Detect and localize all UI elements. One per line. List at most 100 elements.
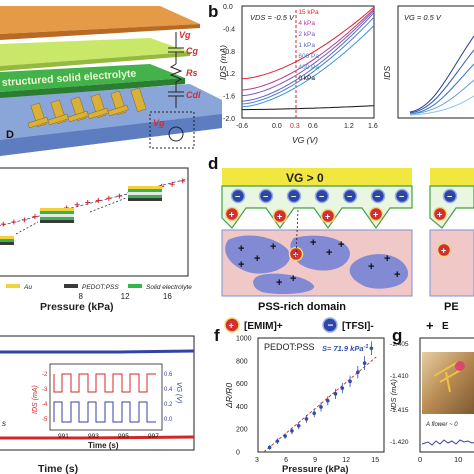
panel-e-inset-ylabel-left: IDS (mA) — [32, 385, 39, 414]
emim-ion-sign: + — [437, 210, 442, 220]
panel-b-xtick: 1.6 — [368, 123, 378, 130]
electrode-array — [27, 87, 147, 129]
pss-domain-1 — [225, 235, 290, 274]
panel-e-inset-ids-wave — [53, 373, 156, 393]
panel-f-title: PEDOT:PSS — [264, 342, 315, 352]
emim-ion-icon — [432, 206, 448, 222]
panel-b2-curve-5 — [409, 95, 474, 116]
vg-label: Vg — [179, 30, 191, 40]
tfsi-ion-icon — [286, 188, 302, 204]
panel-f-point — [333, 392, 338, 396]
panel-f-xtick: 15 — [371, 457, 379, 464]
legend-au-label: Au — [23, 284, 32, 291]
hole-charge: + — [338, 239, 344, 251]
panel-b-xtick: 1.2 — [344, 123, 354, 130]
panel-b-frame — [241, 5, 375, 119]
panel-b-vds-note: VDS = -0.5 V — [250, 13, 295, 22]
panel-d-legend: + [EMIM]+ − [TFSI]- + E — [224, 317, 449, 333]
panel-f-xtick: 6 — [284, 457, 288, 464]
panel-f-xtick: 9 — [313, 457, 317, 464]
panel-f-ytick: 600 — [236, 381, 248, 388]
tfsi-ion-sign: − — [263, 192, 268, 202]
panel-g-ytick-0: -1.405 — [390, 341, 409, 348]
panel-e-inset-ytick-right: 0.0 — [164, 417, 173, 423]
panel-f-ytick: 400 — [236, 404, 248, 411]
tfsi-ion-icon — [342, 188, 358, 204]
hole-charge: + — [238, 259, 244, 271]
emim-ion-icon — [224, 206, 240, 222]
tfsi-ion-icon — [394, 188, 410, 204]
panel-f-point — [296, 423, 301, 428]
cdl-label: Cdl — [186, 90, 201, 100]
panel-g-chart: IDS (mA) -1.405 -1.410 -1.415 -1.420 A f… — [389, 337, 474, 464]
legend-au-swatch — [6, 284, 20, 288]
panel-e-inset-xlabel: Time (s) — [88, 441, 119, 450]
panel-b2-curve-2 — [409, 49, 474, 114]
panel-e-inset-ylabel-right: VG (V) — [175, 382, 182, 403]
panel-b-xtick: 0.6 — [308, 123, 318, 130]
panel-b-series-label: 400 Pa — [298, 64, 319, 71]
panel-b-series-line — [241, 10, 375, 97]
panel-f-ytick: 0 — [236, 450, 240, 457]
panel-label-g: g — [392, 326, 403, 345]
tfsi-ion-sign: − — [291, 192, 296, 202]
panel-f-point — [362, 361, 367, 365]
tfsi-ion-icon — [230, 188, 246, 204]
svg-text:+: + — [229, 321, 234, 331]
hole-charge: + — [394, 269, 400, 281]
pss-rich-label: PSS-rich domain — [258, 301, 346, 313]
emim-ion-sign: + — [373, 210, 378, 220]
panel-b-series-line — [241, 25, 375, 108]
hole-charge: + — [290, 273, 296, 285]
panel-b-ylabel: IDS (mA) — [218, 45, 228, 80]
tfsi-ion-sign: − — [447, 192, 452, 202]
panel-c-xtick: 16 — [163, 292, 172, 301]
pss-domain-3 — [349, 254, 409, 289]
tfsi-icon — [322, 317, 338, 333]
tfsi-ion-sign: − — [375, 192, 380, 202]
panel-a-schematic: Vg Cg Rs Cdl Vg structured solid electro… — [0, 6, 222, 156]
panel-b2-curve-4 — [409, 79, 474, 115]
legend-pedot-label: PEDOT:PSS — [82, 284, 119, 291]
panel-c-xtick: 12 — [121, 292, 130, 301]
panel-e-inset-ytick-left: -3 — [42, 387, 48, 393]
panel-b-ytick: -1.2 — [223, 71, 235, 78]
panel-e-left-fragment: s — [2, 419, 6, 428]
panel-g-xtick-1: 10 — [454, 455, 462, 464]
emim-ion-icon — [436, 242, 452, 258]
hole-charge: + — [326, 247, 332, 259]
pedot-channel-right — [429, 229, 474, 297]
panel-label-f: f — [214, 326, 220, 345]
tfsi-ion-icon — [258, 188, 274, 204]
panel-label-b: b — [208, 2, 219, 21]
gate-electrode-layer — [0, 6, 200, 34]
panel-b-chart: VDS = -0.5 V IDS (mA) VG (V) 15 kPa 4 kPa… — [218, 4, 378, 145]
panel-e-inset-ytick-left: -5 — [42, 417, 48, 423]
panel-f-point — [290, 429, 294, 433]
panel-b2-ylabel: IDS — [382, 66, 392, 81]
panel-c-stack-2 — [40, 208, 74, 223]
panel-g-xtick-0: 0 — [418, 455, 422, 464]
tfsi-ion-sign: − — [347, 192, 352, 202]
panel-g-ylabel: IDS (mA) — [389, 379, 398, 410]
panel-f-ytick: 1000 — [236, 336, 252, 343]
panel-b-series-label: 0 kPa — [298, 75, 315, 82]
panel-b-ytick: -2.0 — [223, 116, 235, 123]
panel-b-xlabel: VG (V) — [292, 135, 318, 145]
tfsi-ion-sign: − — [319, 192, 324, 202]
panel-b-ytick: -0.8 — [223, 49, 235, 56]
emim-ion-sign: + — [277, 212, 282, 222]
panel-f-fit-line — [263, 356, 377, 453]
panel-f-chart: PEDOT:PSS S= 71.9 kPa-1 ΔR/R0 Pressure (… — [224, 336, 385, 474]
tfsi-ion-icon — [370, 188, 386, 204]
panel-b-series-label: 1 kPa — [298, 42, 315, 49]
panel-b-ytick: -1.6 — [223, 94, 235, 101]
panel-f-point — [356, 370, 360, 374]
vd-label: Vg — [153, 118, 165, 128]
panel-f-ytick: 200 — [236, 427, 248, 434]
panel-c-stack-1 — [0, 236, 14, 245]
panel-f-point — [319, 405, 323, 409]
rs-label: Rs — [186, 68, 198, 78]
panel-e-inset-ytick-left: -2 — [42, 372, 48, 378]
panel-b-series-label: 4 kPa — [298, 20, 315, 27]
